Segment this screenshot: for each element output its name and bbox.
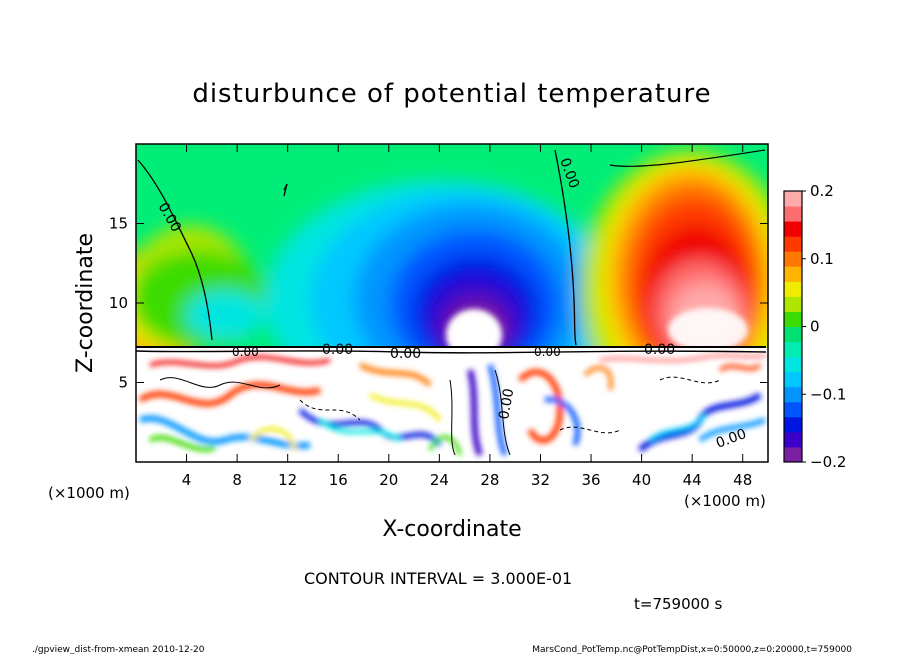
- x-tick-label: 16: [329, 471, 348, 489]
- colorbar-swatch: [784, 191, 802, 207]
- colorbar-swatch: [784, 206, 802, 222]
- x-tick-label: 40: [632, 471, 651, 489]
- x-tick-label: 48: [733, 471, 752, 489]
- colorbar-swatch: [784, 446, 802, 463]
- colorbar-swatch: [784, 401, 802, 418]
- x-tick-label: 12: [278, 471, 297, 489]
- colorbar-swatch: [784, 221, 802, 237]
- contour-interval: CONTOUR INTERVAL = 3.000E-01: [304, 569, 572, 588]
- colorbar-tick-label: 0: [810, 318, 820, 336]
- colorbar-swatch: [784, 236, 802, 252]
- contour-label: 0.00: [322, 342, 353, 358]
- x-tick-label: 28: [480, 471, 499, 489]
- y-axis-title: Z-coordinate: [73, 233, 98, 373]
- colorbar-swatch: [784, 266, 802, 282]
- x-tick-label: 4: [182, 471, 192, 489]
- colorbar-tick-label: 0.1: [810, 250, 834, 268]
- colorbar: 0.2 0.1 0 −0.1 −0.2: [783, 182, 846, 471]
- time-label: t=759000 s: [634, 595, 722, 613]
- x-axis-unit-left: (×1000 m): [48, 484, 130, 502]
- plot-area: 0.00 0.00: [136, 144, 768, 462]
- colorbar-swatch: [784, 296, 802, 312]
- colorbar-swatch: [784, 371, 802, 388]
- contour-label: 0.00: [390, 346, 421, 362]
- contour-label: 0.00: [232, 345, 259, 359]
- colorbar-tick-label: −0.1: [810, 385, 846, 403]
- y-tick-label: 15: [109, 215, 128, 233]
- colorbar-swatch: [784, 311, 802, 327]
- colorbar-swatch: [784, 386, 802, 403]
- contour-label: 0.00: [644, 342, 675, 358]
- colorbar-swatch: [784, 281, 802, 297]
- x-axis-unit-right: (×1000 m): [684, 492, 766, 510]
- colorbar-swatch: [784, 251, 802, 267]
- colorbar-swatch: [784, 326, 802, 343]
- contour-label: 0.00: [496, 387, 517, 420]
- x-tick-label: 8: [232, 471, 242, 489]
- x-tick-label: 44: [683, 471, 702, 489]
- lower-field: 0.00 0.00 0.00 0.00 0.00 0.00 0.00: [136, 342, 768, 462]
- x-axis-title: X-coordinate: [382, 517, 521, 542]
- x-axis: 4 8 12 16 20 24 28 32 36 40 44 48: [182, 144, 752, 489]
- chart-title: disturbunce of potential temperature: [192, 79, 711, 109]
- colorbar-tick-label: −0.2: [810, 453, 846, 471]
- colorbar-swatch: [784, 341, 802, 358]
- y-axis: 5 10 15: [109, 215, 768, 392]
- x-tick-label: 36: [581, 471, 600, 489]
- x-tick-label: 32: [531, 471, 550, 489]
- x-tick-label: 20: [379, 471, 398, 489]
- footer-left: ./gpview_dist-from-xmean 2010-12-20: [32, 645, 205, 654]
- footer-right: MarsCond_PotTemp.nc@PotTempDist,x=0:5000…: [532, 645, 852, 654]
- y-tick-label: 10: [109, 294, 128, 312]
- y-tick-label: 5: [118, 374, 128, 392]
- colorbar-swatch: [784, 356, 802, 373]
- x-tick-label: 24: [430, 471, 449, 489]
- colorbar-swatch: [784, 416, 802, 433]
- colorbar-tick-label: 0.2: [810, 182, 834, 200]
- contour-label: 0.00: [534, 345, 561, 359]
- colorbar-swatch: [784, 431, 802, 448]
